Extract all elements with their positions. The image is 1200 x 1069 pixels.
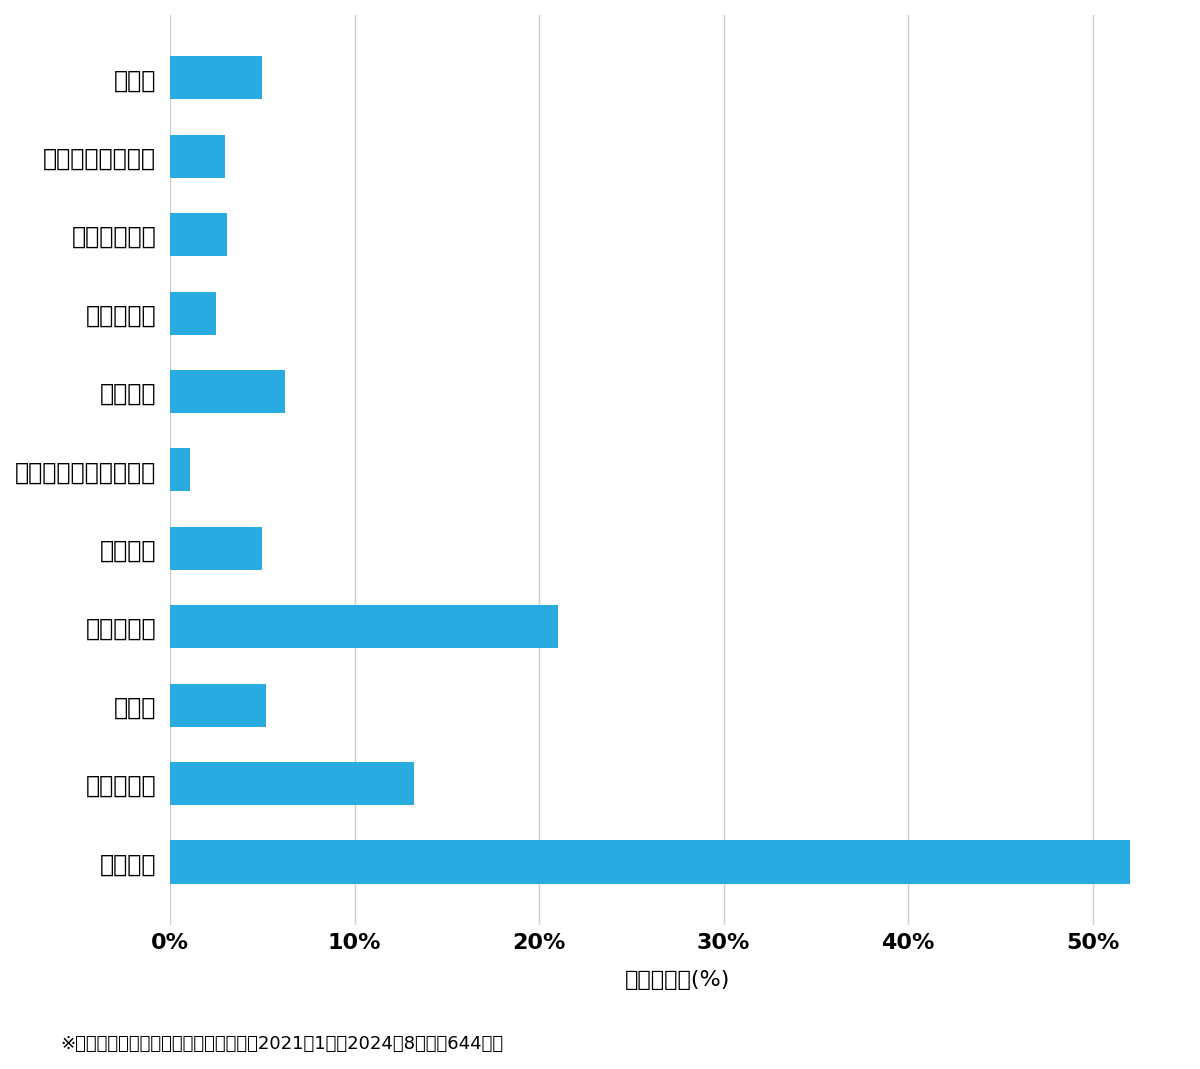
Bar bbox=[170, 762, 414, 805]
Bar bbox=[170, 840, 1129, 883]
Bar bbox=[170, 213, 227, 257]
Bar bbox=[170, 57, 263, 99]
Bar bbox=[170, 527, 263, 570]
X-axis label: 件数の割合(%): 件数の割合(%) bbox=[625, 970, 731, 990]
Bar bbox=[170, 683, 266, 727]
Bar bbox=[170, 448, 191, 492]
Bar bbox=[170, 605, 558, 648]
Text: ※弟社受付の案件を対象に集計（期間：2021年1月～2024年8月、計644件）: ※弟社受付の案件を対象に集計（期間：2021年1月～2024年8月、計644件） bbox=[60, 1035, 503, 1053]
Bar bbox=[170, 135, 226, 177]
Bar bbox=[170, 292, 216, 335]
Bar bbox=[170, 370, 284, 413]
